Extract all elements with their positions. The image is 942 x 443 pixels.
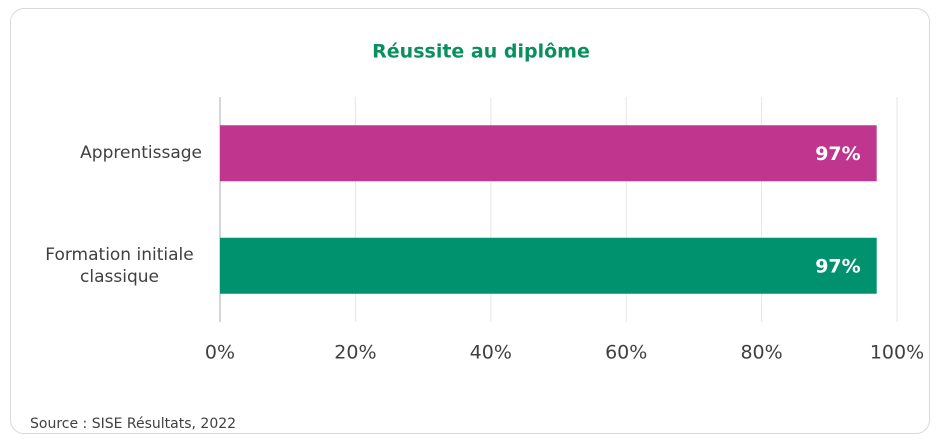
value-label: 97% (815, 255, 860, 277)
x-tick-label: 20% (334, 342, 376, 364)
bar (220, 125, 877, 182)
source: Source : SISE Résultats, 2022 (30, 416, 236, 432)
bar (220, 237, 877, 294)
y-tick-label: Formation initiale classique (45, 244, 194, 287)
chart-title: Réussite au diplôme (372, 41, 590, 63)
x-tick-label: 80% (740, 342, 782, 364)
value-label: 97% (815, 143, 860, 165)
category-label-box: Formation initiale classique (37, 244, 202, 288)
x-tick-label: 60% (605, 342, 647, 364)
x-tick-label: 40% (470, 342, 512, 364)
category-label-box: Apprentissage (80, 142, 202, 164)
x-tick-label: 100% (870, 342, 924, 364)
x-tick-label: 0% (205, 342, 235, 364)
card (10, 8, 930, 434)
y-tick-label: Apprentissage (80, 143, 202, 164)
